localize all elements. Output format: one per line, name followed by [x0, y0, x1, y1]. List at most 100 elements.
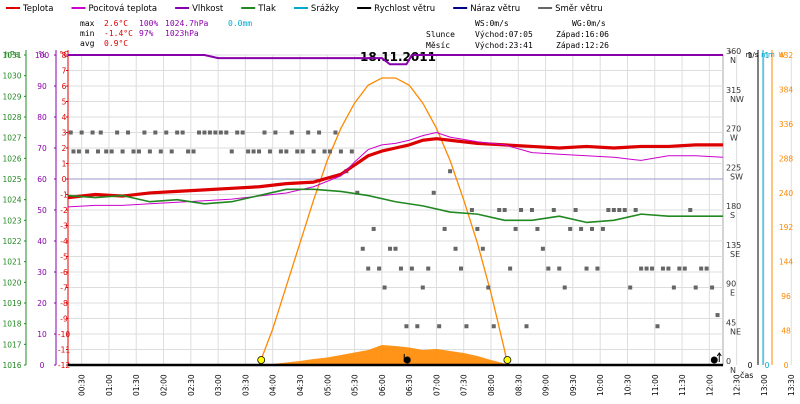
rain-tick-label: 1: [765, 51, 770, 60]
x-tick-label: 05:00: [323, 374, 332, 396]
series-line-pocitov-teplota: [67, 132, 724, 208]
wind-direction-point: [306, 130, 311, 135]
wind-direction-point: [710, 285, 715, 290]
moonrise-time: Východ:23:41: [475, 41, 533, 50]
wind-direction-point: [688, 208, 693, 212]
wind-direction-point: [79, 130, 84, 135]
humidity-tick-label: 80: [37, 113, 47, 122]
series-line-teplota: [67, 137, 723, 200]
temperature-tick-label: 5: [62, 98, 67, 107]
wind-direction-point: [202, 130, 207, 135]
legend-label: Vlhkost: [192, 4, 224, 14]
pressure-tick-label: 1028: [2, 113, 21, 122]
direction-tick-label: 225: [726, 163, 741, 172]
x-tick-label: 04:00: [269, 374, 278, 396]
temperature-tick-label: 3: [62, 129, 67, 138]
wind-direction-point: [409, 266, 414, 271]
moon-label: Měsíc: [426, 41, 450, 50]
legend-label: Pocitová teplota: [88, 4, 157, 14]
temperature-tick-label: -7: [60, 284, 68, 293]
wind-direction-point: [426, 266, 431, 271]
wind-direction-point: [655, 324, 660, 329]
wind-direction-point: [382, 285, 387, 290]
wind-direction-point: [437, 324, 442, 329]
solar-tick-label: 336: [779, 120, 794, 129]
moonrise-arrow-head: [716, 352, 722, 357]
wind-tick-label: 0: [748, 361, 753, 370]
legend-label: Tlak: [257, 4, 276, 14]
wind-direction-point: [90, 130, 95, 135]
solar-tick-label: 288: [779, 154, 794, 163]
x-tick-label: 12:30: [733, 374, 742, 396]
wind-direction-point: [218, 130, 223, 135]
wind-direction-point: [273, 130, 278, 135]
x-tick-label: 01:00: [105, 374, 114, 396]
wind-direction-point: [355, 190, 360, 195]
direction-tick-label: 0: [726, 357, 731, 366]
direction-tick-label: 270: [726, 125, 741, 134]
x-tick-label: 06:30: [405, 374, 414, 396]
wind-direction-point: [715, 313, 720, 318]
stat-value: 2.6°C: [104, 19, 128, 28]
pressure-tick-label: 1023: [2, 216, 21, 225]
pressure-tick-label: 1017: [2, 340, 21, 349]
wind-direction-point: [519, 208, 524, 212]
wind-direction-point: [568, 226, 573, 231]
wind-direction-point: [442, 226, 447, 231]
wind-direction-point: [660, 266, 665, 271]
pressure-axis-label: hPa: [5, 50, 20, 59]
wind-axis-label: m/s: [746, 51, 759, 59]
rain-axis-label: mm: [761, 51, 775, 59]
stat-value: avg: [80, 39, 95, 48]
series-line-tlak: [67, 188, 723, 224]
temperature-tick-label: -6: [60, 268, 68, 277]
temperature-tick-label: 1: [62, 160, 67, 169]
wind-direction-point: [300, 149, 305, 154]
pressure-tick-label: 1027: [2, 134, 21, 143]
x-tick-label: 03:00: [214, 374, 223, 396]
wind-direction-point: [644, 266, 649, 271]
x-tick-label: 03:30: [241, 374, 250, 396]
temperature-tick-label: -12: [58, 361, 70, 370]
wind-direction-point: [229, 149, 234, 154]
direction-tick-label: 315: [726, 86, 741, 95]
wind-direction-point: [371, 226, 376, 231]
wind-direction-point: [175, 130, 180, 135]
moonset-time: Západ:12:26: [556, 41, 609, 50]
wind-direction-point: [366, 266, 371, 271]
x-tick-label: 10:00: [596, 374, 605, 396]
wind-direction-point: [224, 130, 229, 135]
wind-direction-point: [617, 208, 622, 212]
pressure-tick-label: 1020: [2, 278, 21, 287]
x-tick-label: 10:30: [623, 374, 632, 396]
humidity-tick-label: 20: [37, 299, 47, 308]
pressure-tick-label: 1018: [2, 320, 21, 329]
x-tick-label: 13:30: [787, 374, 796, 396]
wind-direction-point: [508, 266, 513, 271]
solar-radiation-line: [258, 77, 509, 366]
wind-direction-point: [448, 169, 453, 174]
pressure-tick-label: 1016: [2, 361, 21, 370]
wind-direction-point: [393, 246, 398, 251]
wind-direction-point: [600, 226, 605, 231]
humidity-tick-label: 100: [35, 51, 50, 60]
direction-compass-label: SE: [730, 250, 740, 259]
x-tick-label: 06:00: [378, 374, 387, 396]
x-tick-label: 08:00: [487, 374, 496, 396]
x-tick-label: 08:30: [514, 374, 523, 396]
solar-tick-label: 96: [781, 292, 791, 301]
wind-direction-point: [76, 149, 81, 154]
stat-value: max: [80, 19, 95, 28]
wind-speed-readout: WS:0m/s: [475, 19, 509, 28]
direction-tick-label: 360: [726, 47, 741, 56]
wind-direction-point: [388, 246, 393, 251]
direction-compass-label: NE: [730, 327, 741, 336]
wind-direction-point: [235, 130, 240, 135]
humidity-axis-label: %: [38, 50, 46, 59]
direction-axis-label: °: [728, 50, 732, 59]
wind-direction-point: [289, 130, 294, 135]
pressure-tick-label: 1031: [2, 51, 21, 60]
x-tick-label: 02:30: [187, 374, 196, 396]
sunrise-time: Východ:07:05: [475, 30, 533, 39]
wind-direction-point: [584, 266, 589, 271]
